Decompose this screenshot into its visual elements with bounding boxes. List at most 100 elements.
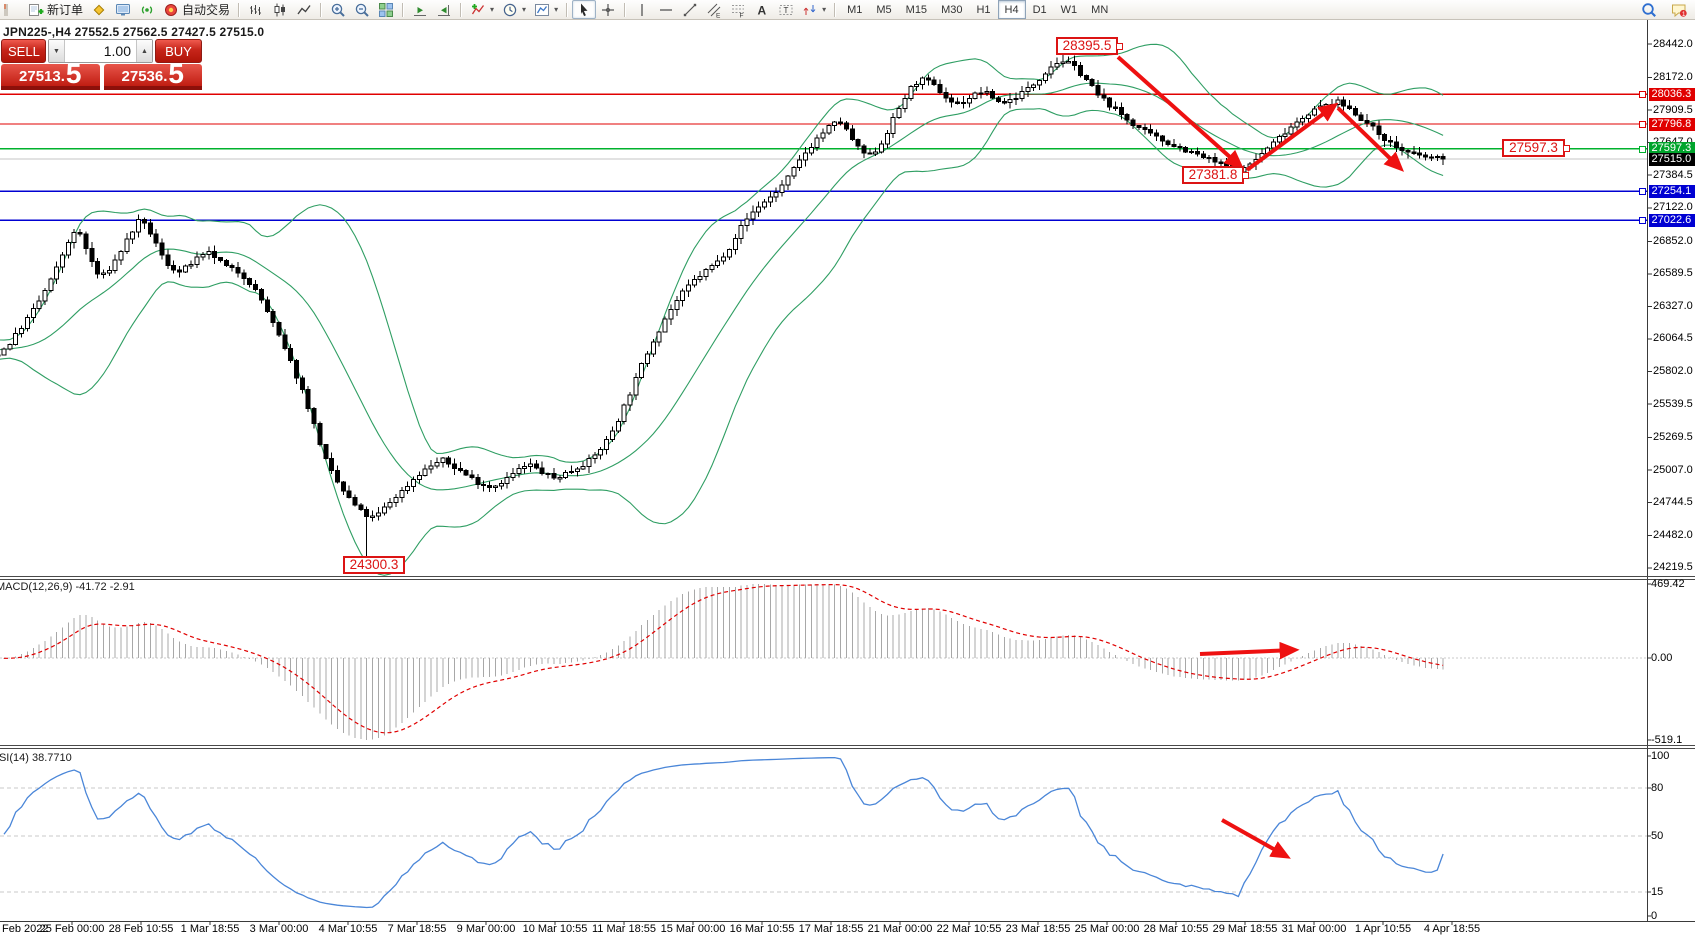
- price-annotation[interactable]: 27381.8: [1182, 166, 1244, 184]
- sell-price-big-digit: 5: [65, 58, 82, 89]
- market-watch-button[interactable]: [111, 0, 135, 19]
- trendline-button[interactable]: [678, 0, 702, 19]
- profiles-button[interactable]: [87, 0, 111, 19]
- timeframe-button-h1[interactable]: H1: [976, 3, 991, 16]
- templates-button-dropdown-icon[interactable]: ▾: [554, 5, 559, 14]
- price-annotation[interactable]: 28395.5: [1056, 37, 1118, 55]
- rsi-axis-tick: 15: [1651, 886, 1664, 898]
- hline-anchor-square[interactable]: [1639, 145, 1646, 153]
- timeframe-button-mn[interactable]: MN: [1091, 3, 1109, 16]
- chart-shift-button[interactable]: [432, 0, 456, 19]
- new-order-button[interactable]: 新订单: [24, 0, 87, 19]
- time-axis-label: 25 Feb 00:00: [39, 923, 105, 935]
- timeframe-button-h4[interactable]: H4: [997, 0, 1026, 19]
- timeframe-button-m1[interactable]: M1: [847, 3, 863, 16]
- autoscroll-icon: [414, 6, 427, 16]
- svg-text:A: A: [758, 3, 767, 17]
- timeframe-button-w1[interactable]: W1: [1060, 3, 1078, 16]
- cursor-icon: [581, 3, 588, 16]
- zoom-in-button[interactable]: [326, 0, 350, 19]
- time-axis-label: 29 Mar 18:55: [1212, 923, 1278, 935]
- zoom-out-button[interactable]: [350, 0, 374, 19]
- auto-scroll-button[interactable]: [408, 0, 432, 19]
- label-icon: T: [779, 4, 793, 15]
- monitor-icon: [116, 3, 131, 15]
- arrows-button-dropdown-icon[interactable]: ▾: [822, 5, 827, 14]
- time-axis-label: 1 Mar 18:55: [180, 923, 240, 935]
- volume-input[interactable]: [65, 40, 136, 62]
- trend-arrows[interactable]: [1116, 55, 1405, 859]
- fibonacci-button[interactable]: F: [726, 0, 750, 19]
- price-line-badge: 27254.1: [1648, 184, 1695, 198]
- signal-icon: [141, 5, 153, 14]
- hline-anchor-square[interactable]: [1639, 91, 1646, 99]
- annotation-anchor-square[interactable]: [1563, 145, 1570, 152]
- annotation-anchor-square[interactable]: [1242, 172, 1249, 179]
- text-button[interactable]: A: [750, 0, 774, 19]
- volume-decrease-button[interactable]: ▼: [49, 40, 65, 62]
- price-axis-tick: 27909.5: [1653, 103, 1693, 116]
- price-axis-tick: 25539.5: [1653, 397, 1693, 410]
- price-axis-tick: 28172.0: [1653, 70, 1693, 83]
- price-line-badge: 28036.3: [1648, 87, 1695, 101]
- timeframe-button-m15[interactable]: M15: [905, 3, 928, 16]
- channel-icon: E: [707, 3, 721, 18]
- indicators-button-dropdown-icon[interactable]: ▾: [490, 5, 495, 14]
- clock-icon: [503, 3, 517, 16]
- arrows-button[interactable]: ▾: [798, 0, 830, 19]
- templates-button[interactable]: ▾: [530, 0, 562, 19]
- macd-indicator: [0, 584, 1647, 740]
- search-button[interactable]: [1637, 0, 1661, 19]
- tile-windows-button[interactable]: [374, 0, 398, 19]
- price-axis-tick: 28442.0: [1653, 37, 1693, 50]
- symbol-ohlc-info: JPN225-,H4 27552.5 27562.5 27427.5 27515…: [3, 25, 265, 39]
- price-annotation[interactable]: 24300.3: [343, 556, 405, 574]
- notifications-button[interactable]: 1: [1667, 0, 1691, 19]
- navigator-button[interactable]: [135, 0, 159, 19]
- price-axis-tick: 26589.5: [1653, 267, 1693, 280]
- indicators-button[interactable]: ▾: [466, 0, 498, 19]
- buy-price-display[interactable]: 27536. 5: [103, 58, 202, 90]
- volume-increase-button[interactable]: ▲: [136, 40, 152, 62]
- trendline-icon: [683, 3, 697, 16]
- crosshair-icon: [602, 3, 615, 16]
- buy-button[interactable]: BUY: [155, 39, 202, 63]
- line-chart-button[interactable]: [292, 0, 316, 19]
- hline-anchor-square[interactable]: [1639, 217, 1646, 225]
- price-line-badge: 27597.3: [1648, 142, 1695, 156]
- annotation-anchor-square[interactable]: [1116, 43, 1123, 50]
- price-line-badge: 27022.6: [1648, 213, 1695, 227]
- horizontal-price-lines[interactable]: [0, 93, 1647, 221]
- periods-button-dropdown-icon[interactable]: ▾: [522, 5, 527, 14]
- time-axis-label: 28 Feb 10:55: [108, 923, 174, 935]
- candlestick-button[interactable]: [268, 0, 292, 19]
- timeframe-button-m5[interactable]: M5: [876, 3, 892, 16]
- horizontal-line-button[interactable]: [654, 0, 678, 19]
- price-axis-tick: 27384.5: [1653, 168, 1693, 181]
- autotrade-icon: [165, 3, 178, 16]
- timeframe-button-d1[interactable]: D1: [1032, 3, 1047, 16]
- text-label-button[interactable]: T: [774, 0, 798, 19]
- cursor-button[interactable]: [572, 0, 597, 19]
- bar-chart-button[interactable]: [244, 0, 268, 19]
- svg-text:1: 1: [1682, 10, 1686, 17]
- buy-price-big-digit: 5: [168, 58, 184, 89]
- vertical-line-button[interactable]: [630, 0, 654, 19]
- timeframe-button-m30[interactable]: M30: [941, 3, 963, 16]
- text-icon: A: [758, 3, 767, 17]
- price-line-badge: 27515.0: [1648, 152, 1695, 166]
- time-axis-label: Feb 2022: [2, 923, 49, 935]
- rsi-indicator-label: RSI(14) 38.7710: [0, 752, 72, 764]
- price-annotation[interactable]: 27597.3: [1502, 139, 1565, 157]
- autotrading-button[interactable]: 自动交易: [159, 0, 234, 19]
- hline-anchor-square[interactable]: [1639, 121, 1646, 129]
- crosshair-button[interactable]: [596, 0, 620, 19]
- shift-icon: [438, 4, 451, 16]
- hline-anchor-square[interactable]: [1639, 188, 1646, 196]
- sell-button[interactable]: SELL: [1, 39, 46, 63]
- time-axis-label: 11 Mar 18:55: [591, 923, 657, 935]
- equidistant-channel-button[interactable]: E: [702, 0, 726, 19]
- sell-price-display[interactable]: 27513. 5: [1, 58, 100, 90]
- periods-button[interactable]: ▾: [498, 0, 530, 19]
